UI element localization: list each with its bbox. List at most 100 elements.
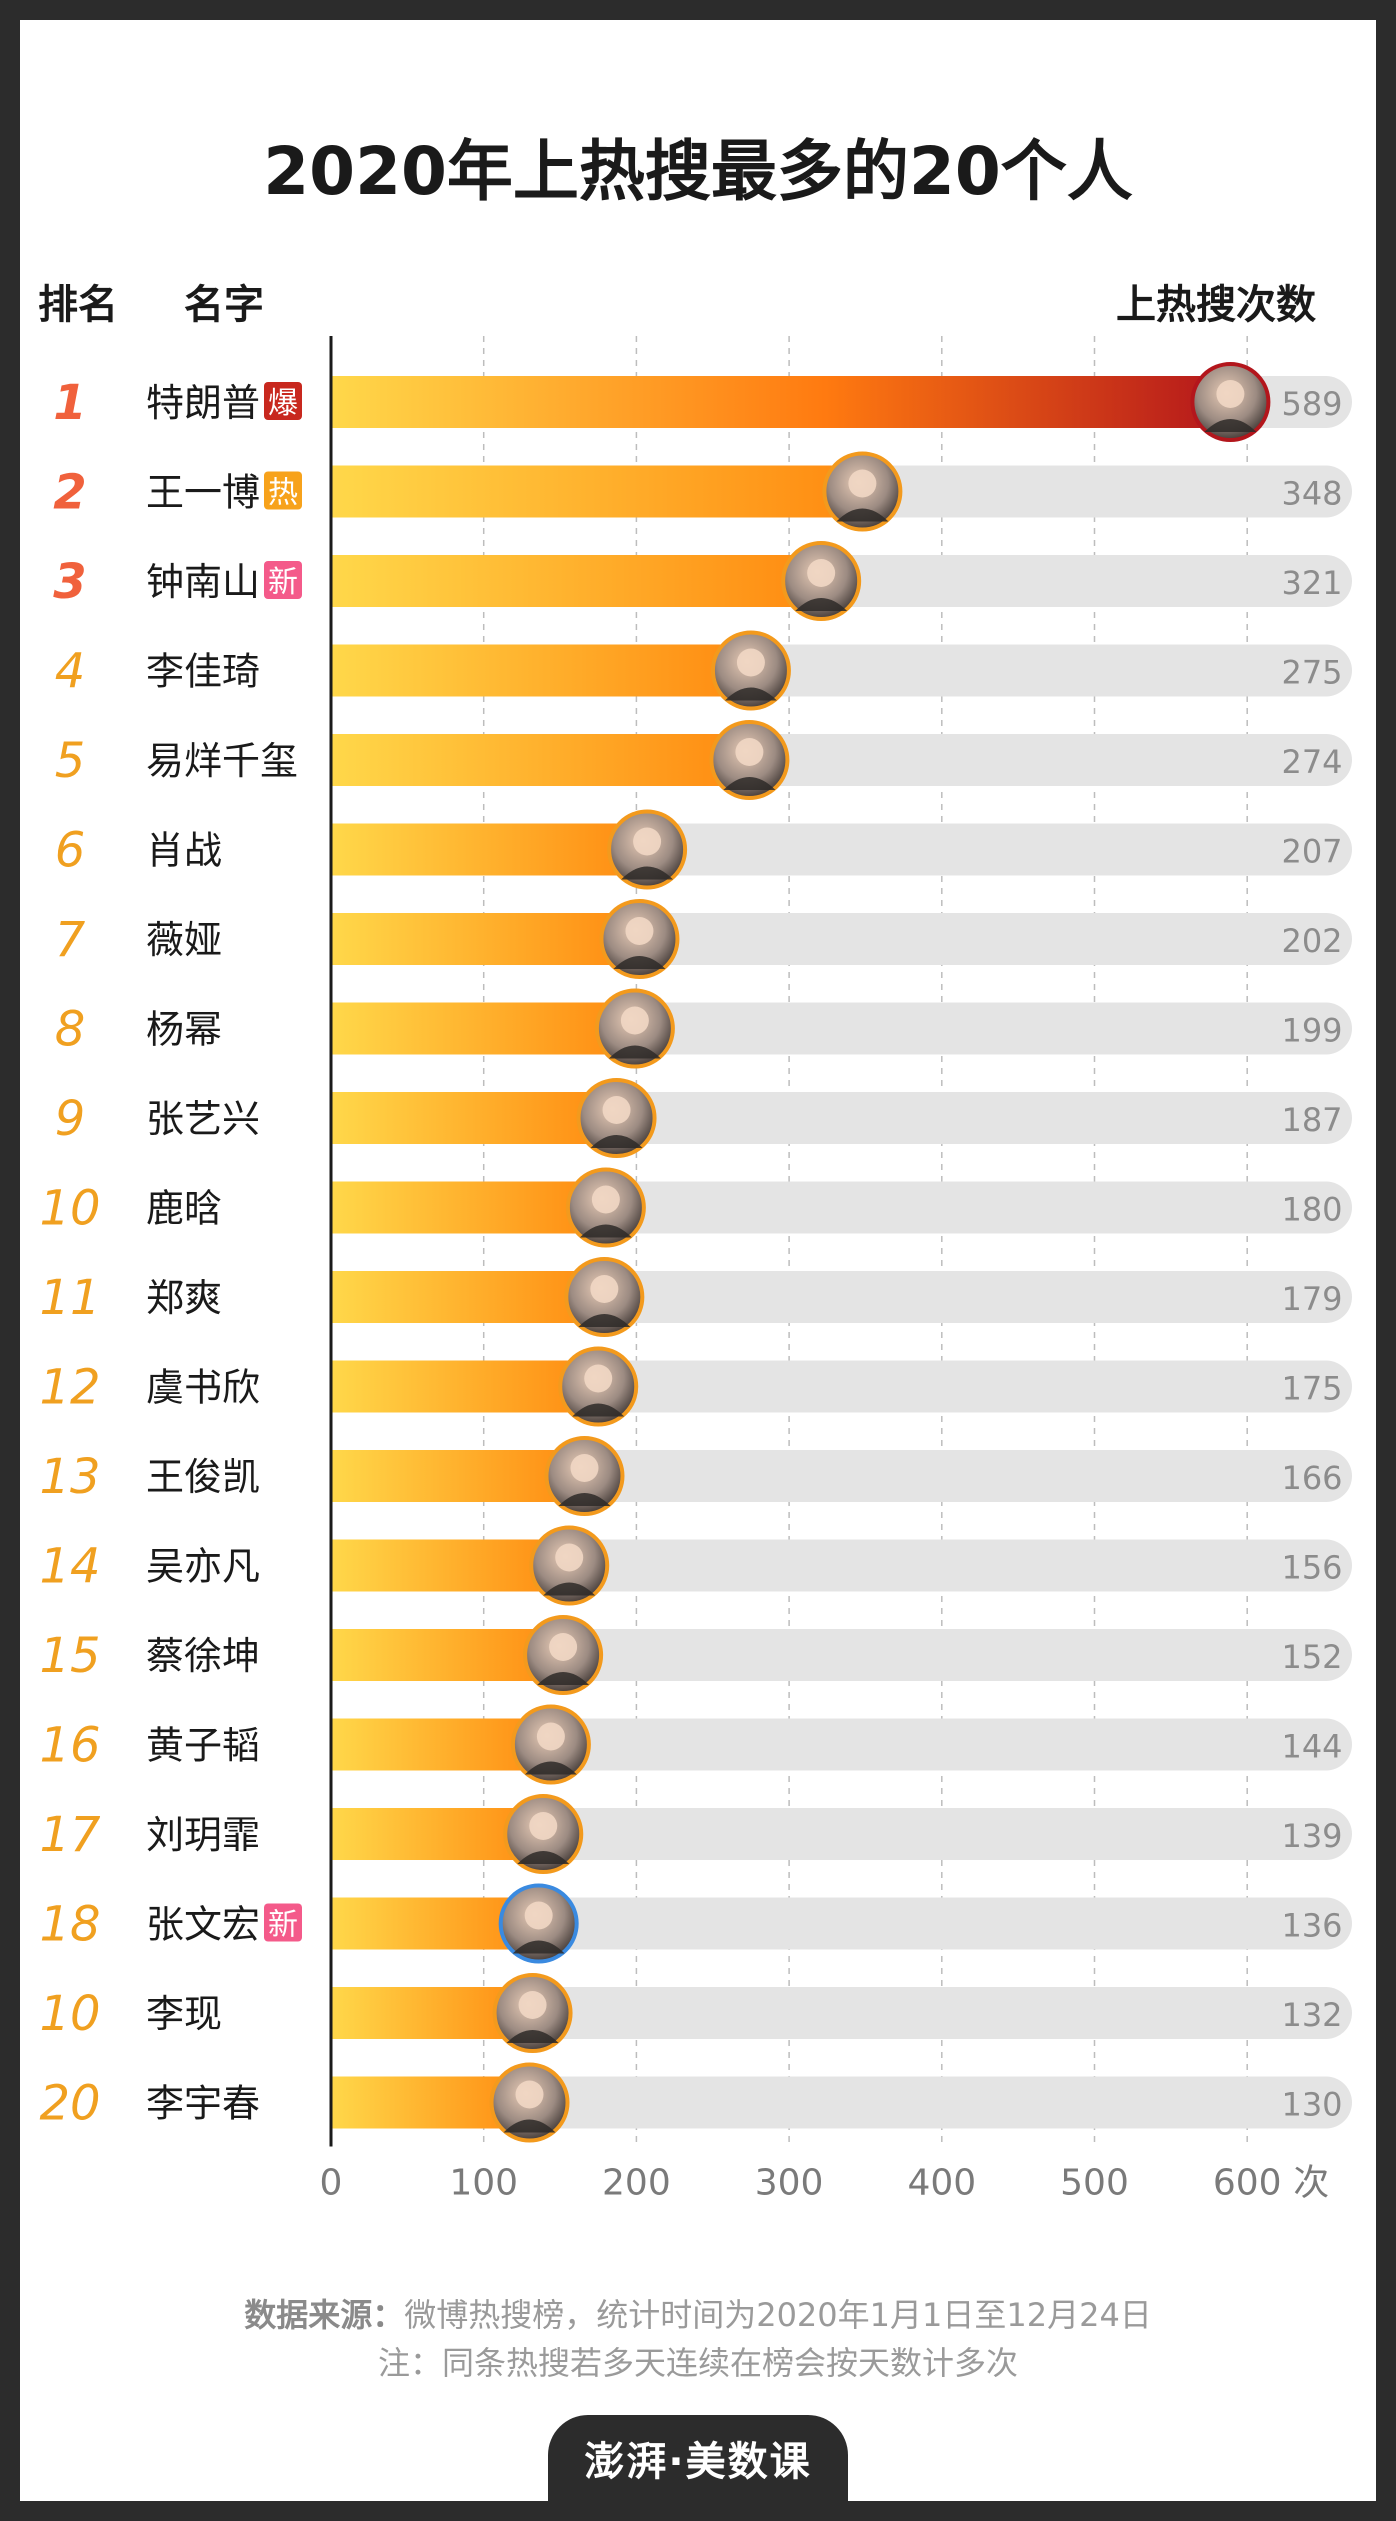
- avatar-body: [579, 1224, 632, 1238]
- value-label: 202: [1281, 922, 1342, 960]
- rank-label: 7: [55, 912, 86, 968]
- bar: [331, 913, 640, 965]
- rank-label: 16: [39, 1718, 100, 1774]
- bar: [331, 465, 863, 518]
- bar: [331, 1897, 539, 1950]
- name-label: 李佳琦: [146, 650, 260, 694]
- bar: [331, 1987, 533, 2039]
- name-label: 鹿晗: [146, 1187, 222, 1231]
- avatar-face: [633, 827, 662, 856]
- value-label: 152: [1281, 1638, 1342, 1676]
- bar: [331, 734, 750, 786]
- bar-track: [331, 2076, 1352, 2129]
- avatar-body: [723, 777, 776, 790]
- rank-label: 15: [39, 1628, 100, 1684]
- avatar-body: [613, 956, 666, 969]
- avatar-face: [529, 1812, 558, 1840]
- x-tick-label: 300: [755, 2163, 824, 2201]
- bar: [331, 1360, 599, 1413]
- rank-label: 11: [39, 1270, 100, 1326]
- axis-layer: 0 100 200 300 400 500 600 次: [320, 336, 1329, 2201]
- x-tick-label: 400: [907, 2163, 976, 2201]
- name-label: 虞书欣: [146, 1366, 260, 1410]
- bar-track: [331, 1987, 1352, 2039]
- bar: [331, 1450, 585, 1502]
- x-unit-label: 次: [1293, 2163, 1329, 2201]
- rank-label: 10: [39, 1986, 100, 2042]
- value-label: 132: [1281, 1996, 1342, 2034]
- value-label: 348: [1281, 475, 1342, 513]
- name-header: 名字: [184, 282, 264, 328]
- value-label: 130: [1281, 2086, 1342, 2124]
- name-label: 杨幂: [146, 1008, 222, 1052]
- avatar-face: [524, 1901, 553, 1930]
- badge: [264, 1903, 302, 1942]
- rank-label: 2: [53, 465, 86, 521]
- avatar-body: [558, 1493, 611, 1506]
- rank-label: 14: [39, 1539, 100, 1595]
- x-tick-label: 500: [1060, 2163, 1129, 2201]
- value-label: 207: [1281, 833, 1342, 871]
- x-tick-label: 600: [1213, 2163, 1282, 2201]
- avatar-face: [736, 648, 765, 677]
- name-label: 王一博: [146, 471, 260, 515]
- value-label: 199: [1281, 1012, 1342, 1050]
- bar: [331, 555, 822, 607]
- avatar-face: [848, 469, 877, 498]
- name-label: 郑爽: [146, 1276, 222, 1320]
- avatar-face: [590, 1275, 619, 1303]
- avatar-face: [591, 1185, 620, 1214]
- count-header: 上热搜次数: [1116, 282, 1316, 328]
- rank-label: 3: [53, 554, 86, 610]
- avatar-face: [570, 1454, 599, 1482]
- name-label: 刘玥霏: [146, 1813, 260, 1857]
- value-label: 136: [1281, 1907, 1342, 1945]
- avatar-body: [1204, 419, 1257, 432]
- value-label: 275: [1281, 654, 1342, 692]
- badge-label: 爆: [268, 386, 298, 421]
- bar-track: [331, 1897, 1352, 1950]
- avatar-face: [1216, 380, 1245, 408]
- avatar-face: [625, 917, 654, 945]
- bar-track: [331, 1808, 1352, 1860]
- bar: [331, 1002, 635, 1055]
- rank-label: 9: [55, 1091, 86, 1147]
- badge-label: 新: [268, 565, 298, 600]
- rank-label: 13: [39, 1449, 100, 1505]
- value-label: 139: [1281, 1817, 1342, 1855]
- badge-label: 新: [268, 1908, 298, 1943]
- avatar-face: [584, 1364, 613, 1393]
- name-label: 肖战: [146, 829, 222, 873]
- avatar-body: [517, 1851, 570, 1864]
- avatar-body: [795, 598, 848, 611]
- footnote: 注：同条热搜若多天连续在榜会按天数计多次: [377, 2344, 1018, 2382]
- avatar-body: [608, 1045, 661, 1059]
- value-label: 144: [1281, 1728, 1342, 1766]
- bar-chart: 1 特朗普爆 589 2 王一博热 348 3 钟南山新 321 4 李佳琦 275 5 易烊千玺 274 6…: [39, 336, 1352, 2201]
- value-label: 589: [1281, 385, 1342, 423]
- rank-label: 8: [55, 1002, 86, 1058]
- logo-tab: 澎湃·美数课: [548, 2415, 848, 2501]
- bar: [331, 1181, 606, 1234]
- avatar-face: [602, 1096, 631, 1124]
- bar: [331, 376, 1231, 428]
- bar: [331, 1271, 605, 1323]
- rank-label: 20: [39, 2076, 100, 2132]
- badge: [264, 561, 302, 599]
- label-layer: 1 特朗普爆 589 2 王一博热 348 3 钟南山新 321 4 李佳琦 275 5 易烊千玺 274 6…: [39, 375, 1342, 2132]
- avatar-body: [524, 1761, 577, 1775]
- name-label: 黄子韬: [146, 1724, 260, 1768]
- grid-layer: [482, 336, 1248, 2147]
- avatar-body: [590, 1135, 643, 1148]
- avatar-body: [621, 866, 674, 880]
- rank-label: 10: [39, 1181, 100, 1237]
- avatar-face: [549, 1633, 578, 1661]
- value-label: 321: [1281, 564, 1342, 602]
- bar: [331, 1718, 551, 1771]
- value-label: 179: [1281, 1280, 1342, 1318]
- chart-title: 2020年上热搜最多的20个人: [263, 133, 1133, 210]
- value-label: 175: [1281, 1370, 1342, 1408]
- source-label: 数据来源：: [244, 2296, 405, 2334]
- badge: [264, 471, 302, 510]
- x-tick-label: 200: [602, 2163, 671, 2201]
